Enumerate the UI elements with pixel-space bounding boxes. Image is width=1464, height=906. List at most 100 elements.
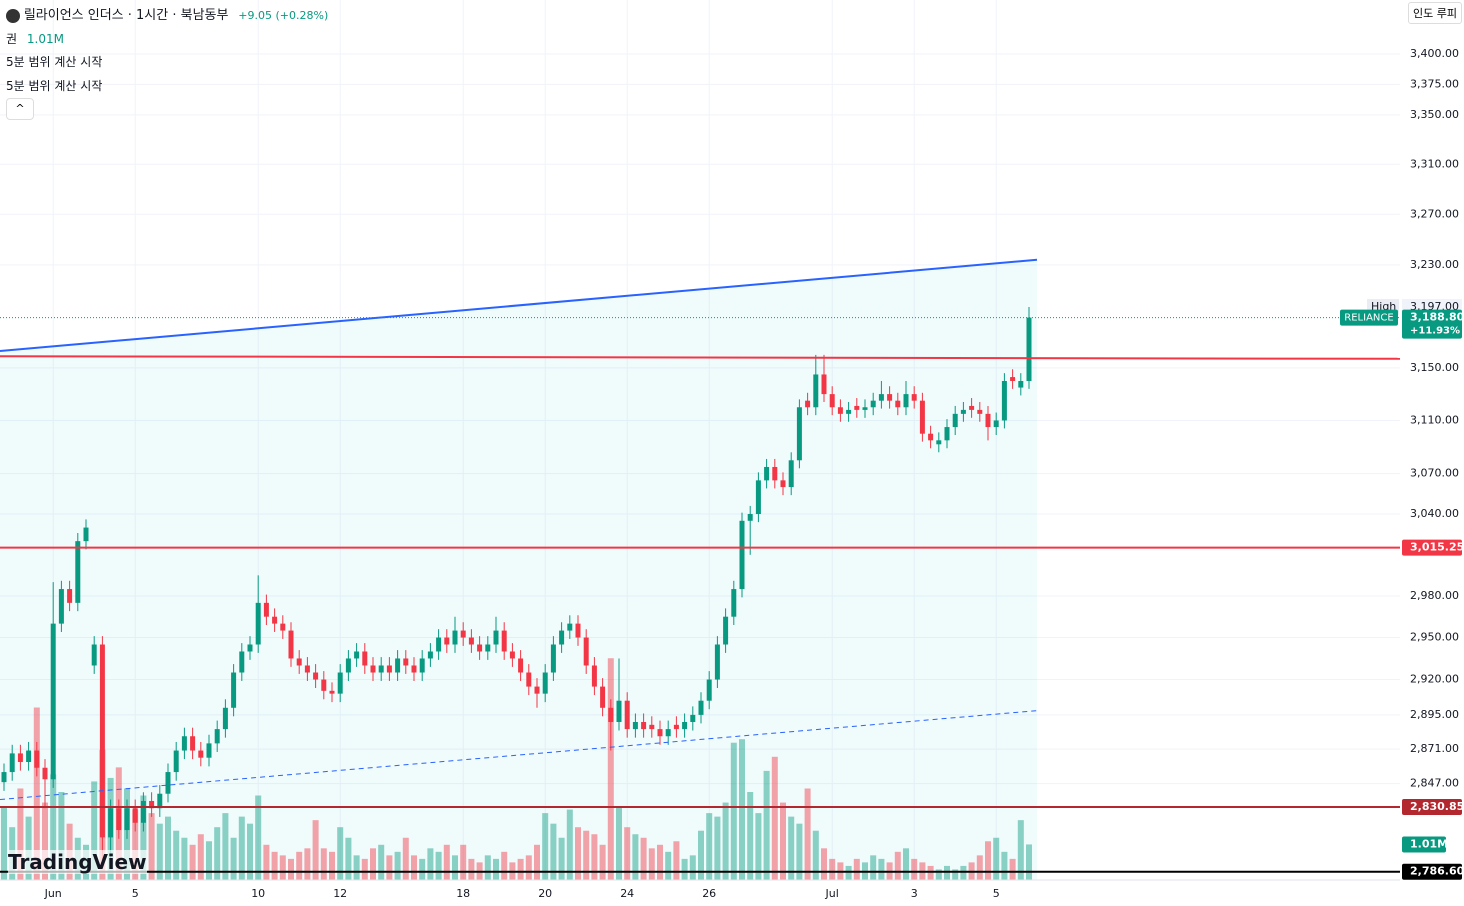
- candle-body: [370, 665, 376, 673]
- candle-body: [354, 651, 360, 659]
- price-label: 2,830.85: [1410, 800, 1464, 813]
- volume-bar: [443, 844, 450, 880]
- y-tick-label: 2,980.00: [1410, 589, 1459, 602]
- y-tick-label: 3,350.00: [1410, 108, 1459, 121]
- candle-body: [747, 514, 753, 521]
- volume-bar: [206, 841, 212, 880]
- volume-bar: [435, 851, 442, 880]
- volume-bar: [944, 865, 950, 880]
- candle-body: [1, 772, 7, 783]
- candle-body: [231, 672, 237, 708]
- volume-bar: [501, 851, 508, 880]
- candle-body: [124, 808, 130, 831]
- x-tick-label: 5: [993, 887, 1000, 900]
- volume-bar: [878, 858, 885, 880]
- candle-body: [34, 750, 40, 768]
- candle-body: [665, 729, 671, 737]
- candle-body: [903, 394, 909, 408]
- candle-body: [731, 589, 737, 617]
- volume-bar: [985, 841, 991, 880]
- candle-body: [485, 644, 491, 652]
- candle-body: [9, 753, 15, 773]
- volume-bar: [829, 858, 836, 880]
- volume-bar: [935, 869, 942, 880]
- y-tick-label: 2,950.00: [1410, 631, 1459, 644]
- candle-body: [272, 616, 278, 624]
- candle-body: [99, 644, 105, 838]
- candle-body: [67, 589, 73, 603]
- volume-bar: [812, 830, 819, 880]
- volume-bar: [673, 841, 680, 880]
- candle-body: [911, 394, 917, 401]
- volume-bar: [591, 834, 598, 880]
- trendline: [0, 258, 1038, 352]
- volume-bar: [788, 816, 795, 880]
- candle-body: [952, 413, 958, 428]
- trendline: [0, 710, 1038, 801]
- symbol-box: [1340, 309, 1398, 326]
- volume-bar: [25, 816, 32, 880]
- note: 5분 범위 계산 시작: [6, 79, 103, 93]
- candle-body: [542, 672, 548, 694]
- candle-body: [460, 630, 466, 638]
- candle-body: [181, 736, 187, 751]
- volume-bar: [411, 855, 417, 880]
- volume-bar: [575, 827, 581, 880]
- candle-body: [501, 630, 507, 652]
- candle-body: [386, 665, 392, 673]
- volume-bar: [452, 855, 458, 880]
- candle-body: [214, 729, 220, 744]
- symbol-title: 릴라이언스 인더스 · 1시간 · 북남동부: [23, 8, 229, 23]
- volume-bar: [689, 855, 696, 880]
- volume-bar: [296, 851, 303, 880]
- volume-bar: [583, 830, 590, 880]
- candle-body: [345, 658, 351, 673]
- volume-bar: [493, 858, 499, 880]
- candle-body: [140, 800, 146, 823]
- last-change: +11.93%: [1410, 326, 1460, 337]
- y-tick-label: 3,040.00: [1410, 507, 1459, 520]
- volume-bar: [566, 809, 573, 880]
- candle-body: [296, 658, 302, 666]
- volume-bar: [197, 834, 204, 880]
- volume-bar: [361, 858, 368, 880]
- volume-bar: [542, 813, 549, 880]
- candle-body: [1026, 317, 1032, 381]
- volume-bar: [460, 844, 467, 880]
- candle-body: [837, 407, 843, 414]
- candle-body: [969, 405, 975, 410]
- candle-body: [75, 541, 81, 603]
- volume-bar: [845, 865, 852, 880]
- shaded-zone: [0, 259, 1037, 880]
- candle-body: [583, 637, 589, 666]
- volume-bar: [952, 869, 959, 880]
- price-label-box: [1402, 798, 1462, 815]
- candle-body: [378, 665, 384, 673]
- volume-bar: [903, 848, 909, 880]
- volume-bar: [91, 781, 98, 880]
- x-tick-label: 5: [132, 887, 139, 900]
- y-tick-label: 3,310.00: [1410, 157, 1459, 170]
- volume-bar: [624, 827, 631, 880]
- candle-body: [403, 658, 409, 666]
- collapse-button[interactable]: ^: [6, 98, 34, 120]
- currency-button[interactable]: 인도 루피: [1408, 2, 1462, 24]
- candle-body: [526, 672, 532, 687]
- volume-row: 권 1.01M: [6, 30, 64, 47]
- candle-body: [977, 409, 983, 414]
- candle-body: [198, 750, 204, 758]
- header-row: 릴라이언스 인더스 · 1시간 · 북남동부 +9.05 (+0.28%): [6, 4, 328, 23]
- logo-text: TradingView: [8, 850, 147, 874]
- volume-label-box: [1402, 836, 1446, 853]
- candle-body: [641, 721, 647, 730]
- candle-body: [411, 665, 417, 673]
- candle-body: [477, 644, 483, 652]
- candle-body: [91, 644, 97, 666]
- x-tick-label: Jul: [825, 887, 839, 900]
- candle-body: [321, 679, 327, 691]
- volume-bar: [181, 837, 188, 880]
- y-tick-label: 3,230.00: [1410, 258, 1459, 271]
- price-label-box: [1402, 863, 1462, 880]
- candle-body: [690, 714, 696, 722]
- candle-body: [788, 460, 794, 488]
